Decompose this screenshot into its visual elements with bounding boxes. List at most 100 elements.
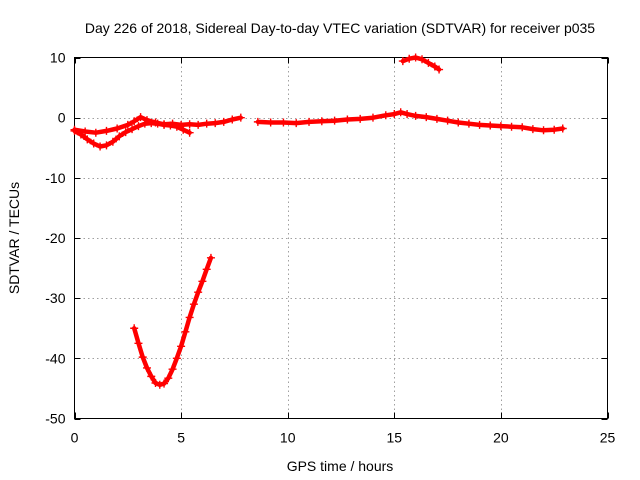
data-point	[418, 55, 427, 64]
data-point	[194, 288, 203, 297]
data-point	[356, 114, 365, 123]
data-series	[70, 53, 567, 389]
data-point	[115, 132, 124, 141]
data-point	[130, 117, 139, 126]
data-point	[177, 120, 186, 129]
data-point	[422, 113, 431, 122]
data-point	[136, 113, 145, 122]
data-point	[91, 128, 100, 137]
y-tick-label: -30	[45, 290, 65, 306]
x-tick-label: 0	[71, 430, 79, 446]
data-point	[179, 125, 188, 134]
data-point	[89, 139, 98, 148]
data-point	[381, 111, 390, 120]
data-point	[202, 119, 211, 128]
data-point	[113, 124, 122, 133]
data-point	[305, 117, 314, 126]
data-point	[189, 300, 198, 309]
x-tick-label: 20	[493, 430, 509, 446]
data-point	[185, 120, 194, 129]
data-point	[151, 379, 160, 388]
data-point	[539, 126, 548, 135]
data-point	[279, 118, 288, 127]
data-point	[507, 122, 516, 131]
data-point	[430, 62, 439, 71]
data-point	[424, 58, 433, 67]
data-point	[411, 53, 420, 62]
data-point	[151, 118, 160, 127]
data-point	[343, 115, 352, 124]
data-point	[198, 277, 207, 286]
data-point	[194, 120, 203, 129]
x-tick-label: 25	[600, 430, 616, 446]
data-point	[185, 128, 194, 137]
data-point	[206, 253, 215, 262]
data-point	[134, 122, 143, 131]
y-tick-label: -40	[45, 350, 65, 366]
data-point	[292, 119, 301, 128]
data-point	[168, 365, 177, 374]
data-point	[142, 363, 151, 372]
y-tick-label: -10	[45, 170, 65, 186]
x-tick-label: 15	[387, 430, 403, 446]
data-point	[134, 339, 143, 348]
data-point	[130, 324, 139, 333]
series-line	[255, 110, 565, 133]
data-point	[202, 265, 211, 274]
data-point	[70, 125, 79, 134]
y-tick-label: 10	[50, 50, 66, 66]
data-point	[528, 125, 537, 134]
data-point	[266, 118, 275, 127]
data-point	[432, 114, 441, 123]
data-point	[83, 135, 92, 144]
data-point	[443, 116, 452, 125]
data-point	[475, 120, 484, 129]
data-point	[236, 113, 245, 122]
data-point	[550, 125, 559, 134]
data-point	[181, 327, 190, 336]
y-tick-label: -50	[45, 411, 65, 427]
y-tick-label: 0	[58, 110, 66, 126]
data-point	[160, 379, 169, 388]
data-point	[138, 353, 147, 362]
x-tick-label: 10	[280, 430, 296, 446]
data-point	[108, 137, 117, 146]
data-point	[518, 123, 527, 132]
data-point	[496, 122, 505, 131]
data-point	[486, 121, 495, 130]
data-point	[435, 65, 444, 74]
grid	[74, 57, 608, 419]
data-point	[147, 372, 156, 381]
data-point	[454, 118, 463, 127]
series-segment-high	[398, 53, 444, 74]
data-point	[228, 115, 237, 124]
data-point	[155, 380, 164, 389]
series-segment-early-upper	[70, 113, 245, 137]
data-point	[411, 111, 420, 120]
data-point	[102, 141, 111, 150]
data-point	[330, 116, 339, 125]
data-point	[558, 124, 567, 133]
data-point	[172, 354, 181, 363]
ticks: 0 5 10 15 20 25 -50 -40 -30 -20 -10 0 10	[45, 50, 615, 446]
data-point	[164, 374, 173, 383]
data-point	[96, 142, 105, 151]
series-segment-dip	[130, 253, 215, 389]
data-point	[317, 117, 326, 126]
data-point	[128, 125, 137, 134]
data-point	[211, 119, 220, 128]
data-point	[123, 120, 132, 129]
data-point	[219, 117, 228, 126]
data-point	[177, 342, 186, 351]
data-point	[405, 54, 414, 63]
data-point	[81, 127, 90, 136]
series-segment-day	[253, 108, 567, 135]
data-point	[464, 119, 473, 128]
data-point	[398, 57, 407, 66]
x-tick-label: 5	[177, 430, 185, 446]
data-point	[185, 313, 194, 322]
y-axis-label: SDTVAR / TECUs	[6, 182, 22, 294]
chart-title: Day 226 of 2018, Sidereal Day-to-day VTE…	[85, 20, 595, 36]
data-point	[121, 128, 130, 137]
